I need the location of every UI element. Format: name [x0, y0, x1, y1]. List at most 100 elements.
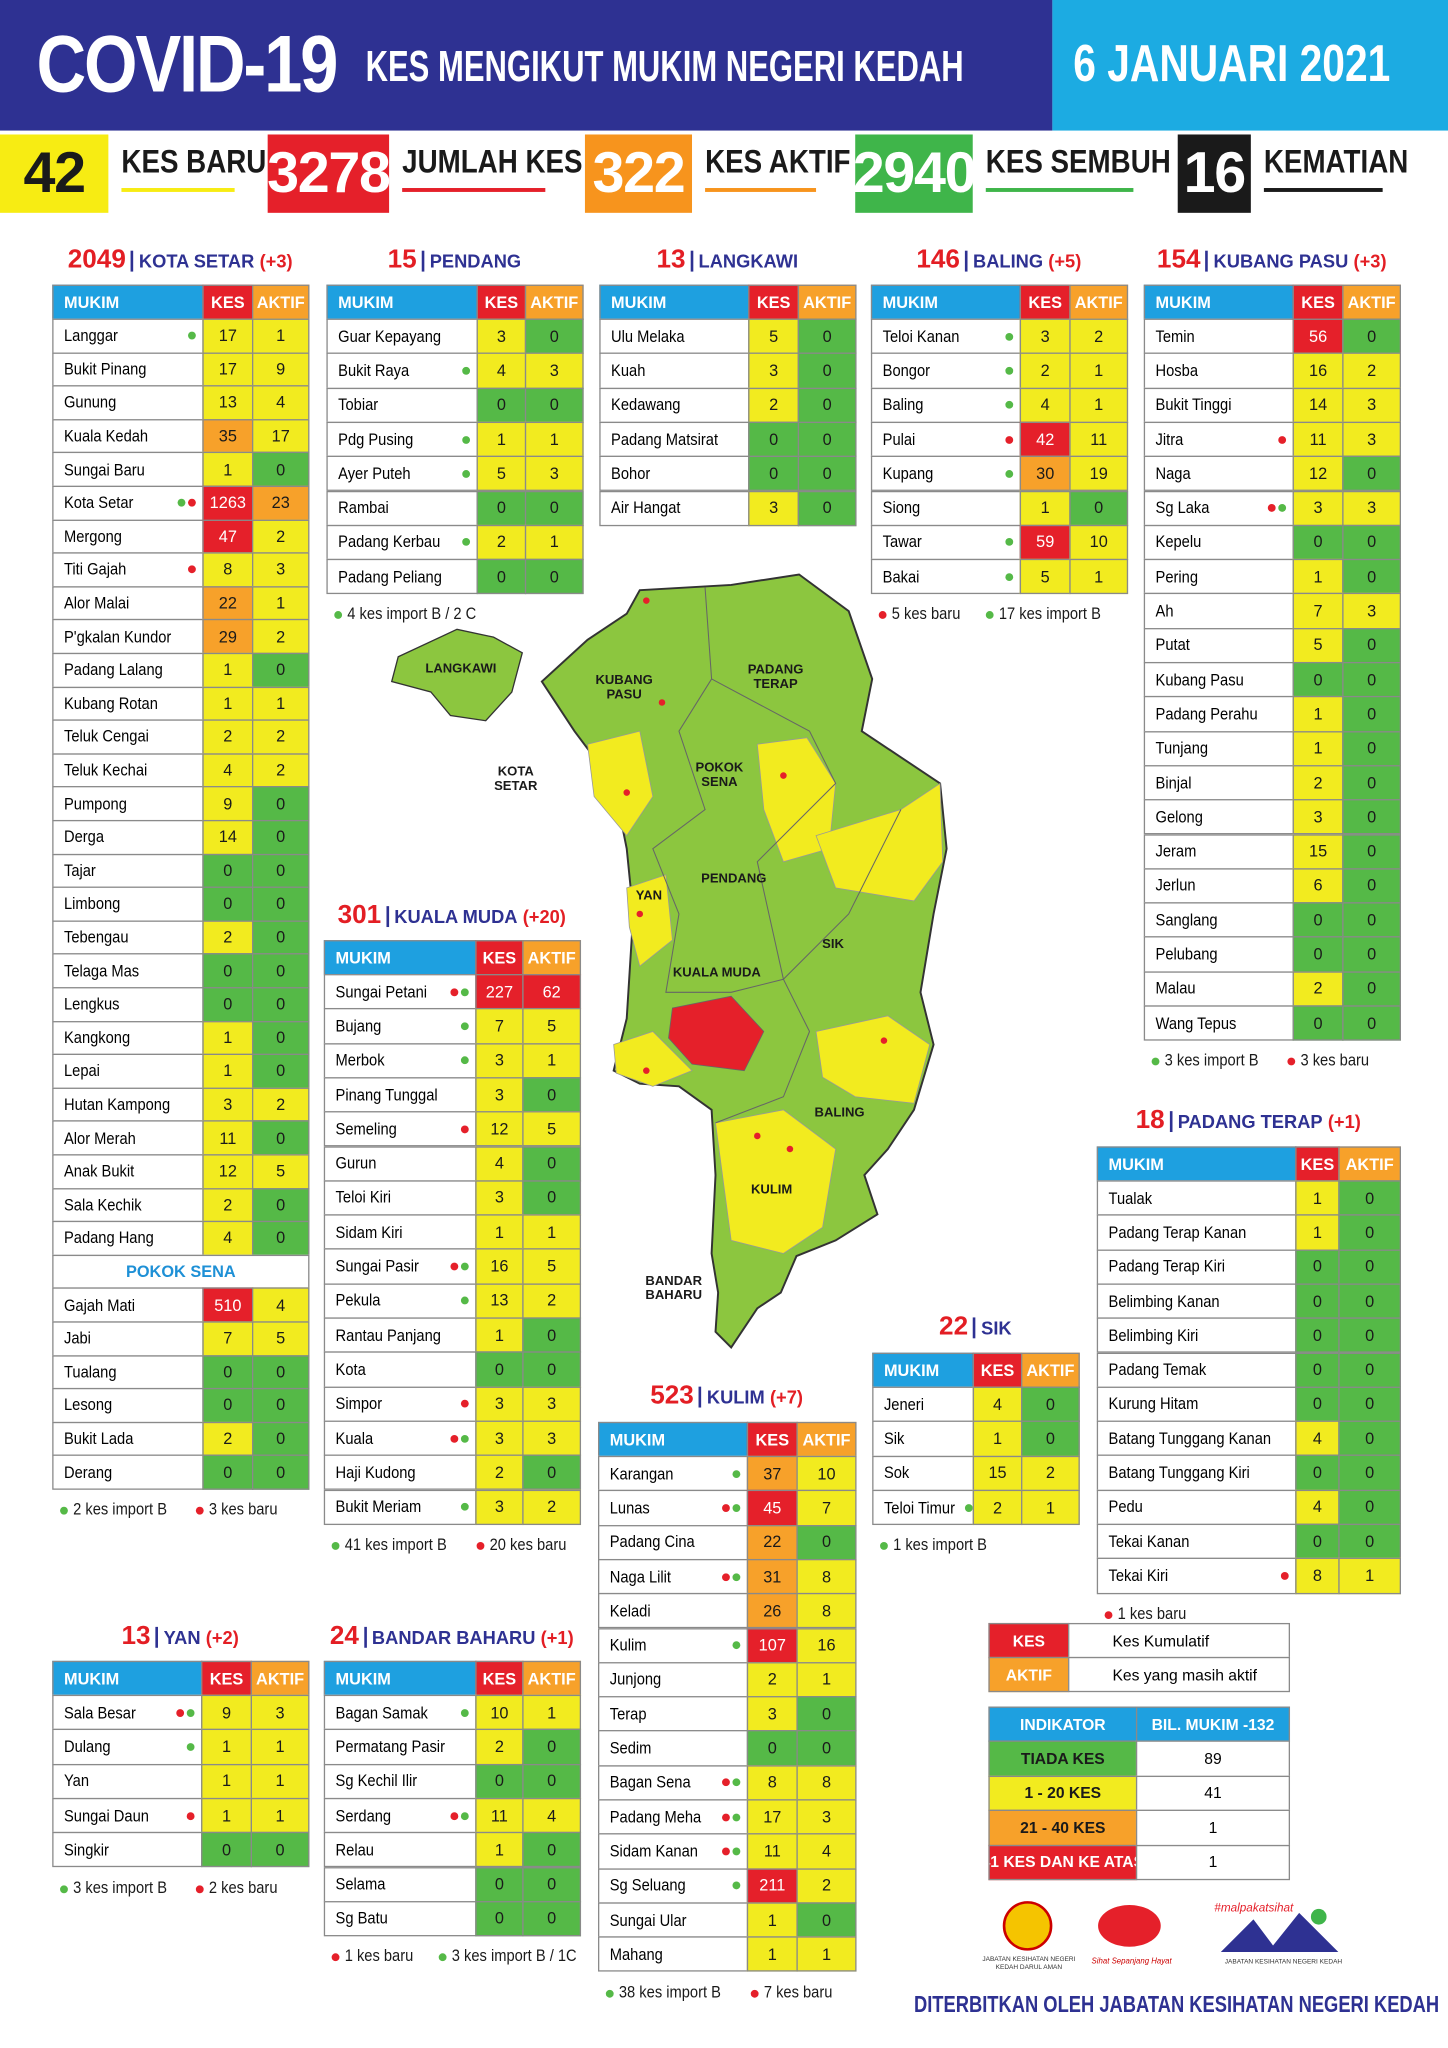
mukim-cell: Jitra [1143, 421, 1294, 458]
kes-cell: 1 [475, 1832, 524, 1868]
map-case-dot [643, 1067, 650, 1074]
mukim-name: Bakai [882, 567, 920, 586]
logo-text: JABATAN KESIHATAN NEGERI KEDAH DARUL AMA… [982, 1955, 1076, 1972]
aktif-cell: 0 [1342, 868, 1401, 904]
aktif-cell: 1 [251, 585, 310, 621]
district-name: LANGKAWI [690, 250, 799, 272]
mukim-cell: Bagan Samak [323, 1694, 477, 1731]
district-total: 13 [656, 245, 686, 275]
indicator-count: 41 [1135, 1775, 1291, 1811]
mukim-cell: Sok [872, 1455, 975, 1491]
map-case-dot [636, 910, 644, 918]
mukim-name: Teloi Kanan [882, 327, 960, 346]
note-text: 4 kes import B / 2 C [347, 605, 477, 624]
case-dots [719, 1778, 741, 1787]
mukim-cell: Lesong [52, 1388, 204, 1423]
table-header: KES [1292, 284, 1344, 320]
case-dots [1276, 435, 1287, 444]
mukim-cell: Sungai Pasir [323, 1248, 477, 1285]
mukim-cell: Bagan Sena [598, 1764, 749, 1801]
table-header: MUKIM [52, 284, 204, 320]
kes-cell: 16 [1292, 352, 1344, 389]
mukim-cell: Simpor [323, 1386, 477, 1422]
map-yellow [587, 730, 654, 837]
mukim-cell: Lengkus [52, 987, 204, 1022]
mukim-cell: Sungai Baru [52, 452, 204, 487]
note-text: 5 kes baru [891, 605, 961, 624]
mukim-cell: Anak Bukit [52, 1154, 204, 1189]
mukim-name: Tekai Kanan [1108, 1532, 1190, 1551]
note-text: 20 kes baru [489, 1535, 567, 1554]
mukim-cell: Sala Kechik [52, 1187, 204, 1223]
note-text: 3 kes baru [1300, 1051, 1369, 1070]
mukim-name: Pedu [1108, 1498, 1143, 1517]
mukim-name: Sungai Ular [609, 1910, 687, 1930]
aktif-cell: 1 [1069, 387, 1129, 423]
mukim-cell: Ayer Puteh [326, 455, 478, 492]
kes-cell: 0 [201, 1832, 252, 1868]
mukim-name: Naga [1155, 464, 1191, 483]
mukim-cell: Serdang [323, 1797, 477, 1834]
aktif-cell: 0 [1338, 1420, 1401, 1457]
kes-cell: 2 [202, 920, 254, 955]
mukim-cell: Sg Laka [1143, 490, 1294, 526]
aktif-cell: 0 [524, 387, 584, 423]
map-label: KULIM [750, 1182, 793, 1198]
mukim-cell: Kota [323, 1351, 477, 1388]
mukim-name: Sidam Kiri [335, 1223, 403, 1242]
kes-cell: 1 [202, 1020, 254, 1056]
case-dots [1003, 366, 1014, 375]
aktif-cell: 0 [251, 1455, 310, 1490]
district-change: (+1) [1327, 1111, 1361, 1133]
mukim-cell: Kota Setar [52, 485, 204, 521]
kes-cell: 4 [1019, 387, 1071, 423]
kes-cell: 0 [1292, 661, 1344, 698]
case-dots [448, 1811, 469, 1820]
map-label: SIK [822, 937, 844, 952]
kes-cell: 1 [1295, 1180, 1340, 1216]
mukim-name: Sedim [609, 1739, 652, 1758]
note-text: 3 kes import B / 1C [452, 1946, 578, 1966]
mukim-cell: Batang Tunggang Kiri [1096, 1455, 1297, 1491]
mukim-cell: Hutan Kampong [52, 1087, 204, 1123]
aktif-cell: 8 [796, 1764, 857, 1801]
kes-cell: 1 [202, 452, 254, 487]
kes-cell: 3 [475, 1386, 524, 1422]
indicator-label: 21 - 40 KES [988, 1809, 1138, 1846]
kes-cell: 17 [202, 318, 254, 354]
table-notes: 38 kes import B 7 kes baru [605, 1982, 840, 2001]
map-label: BALING [814, 1105, 865, 1121]
kes-cell: 0 [202, 953, 254, 989]
note-text: 7 kes baru [763, 1982, 833, 2001]
mukim-cell: Sungai Petani [323, 974, 477, 1010]
case-dots [719, 1847, 741, 1856]
kes-cell: 4 [202, 1221, 254, 1256]
legend-key: KES [988, 1622, 1070, 1659]
case-dot [1005, 469, 1014, 478]
case-dots [730, 1881, 741, 1890]
mukim-name: Kurung Hitam [1108, 1395, 1199, 1414]
kes-cell: 1 [1019, 490, 1071, 526]
aktif-cell: 0 [1338, 1180, 1401, 1216]
mukim-cell: Karangan [598, 1455, 749, 1492]
case-dots [1003, 572, 1014, 581]
mukim-cell: Derang [52, 1455, 204, 1490]
mukim-name: Pulai [882, 430, 916, 449]
kes-cell: 9 [202, 786, 254, 822]
kes-cell: 0 [202, 987, 254, 1022]
mukim-name: Sala Besar [63, 1703, 136, 1722]
case-dot [732, 1778, 741, 1787]
case-dots [185, 565, 196, 574]
mukim-name: Jeneri [883, 1395, 924, 1414]
kes-cell: 0 [1295, 1283, 1340, 1319]
note-dot [439, 1953, 448, 1962]
table-header: KES [202, 284, 254, 320]
aktif-cell: 3 [251, 552, 310, 588]
kes-cell: 0 [202, 1388, 254, 1423]
mukim-name: Padang Peliang [338, 567, 442, 586]
aktif-cell: 3 [1342, 387, 1401, 423]
kes-cell: 42 [1019, 421, 1071, 458]
mukim-name: Dulang [63, 1737, 111, 1757]
mukim-cell: Belimbing Kiri [1096, 1317, 1297, 1354]
